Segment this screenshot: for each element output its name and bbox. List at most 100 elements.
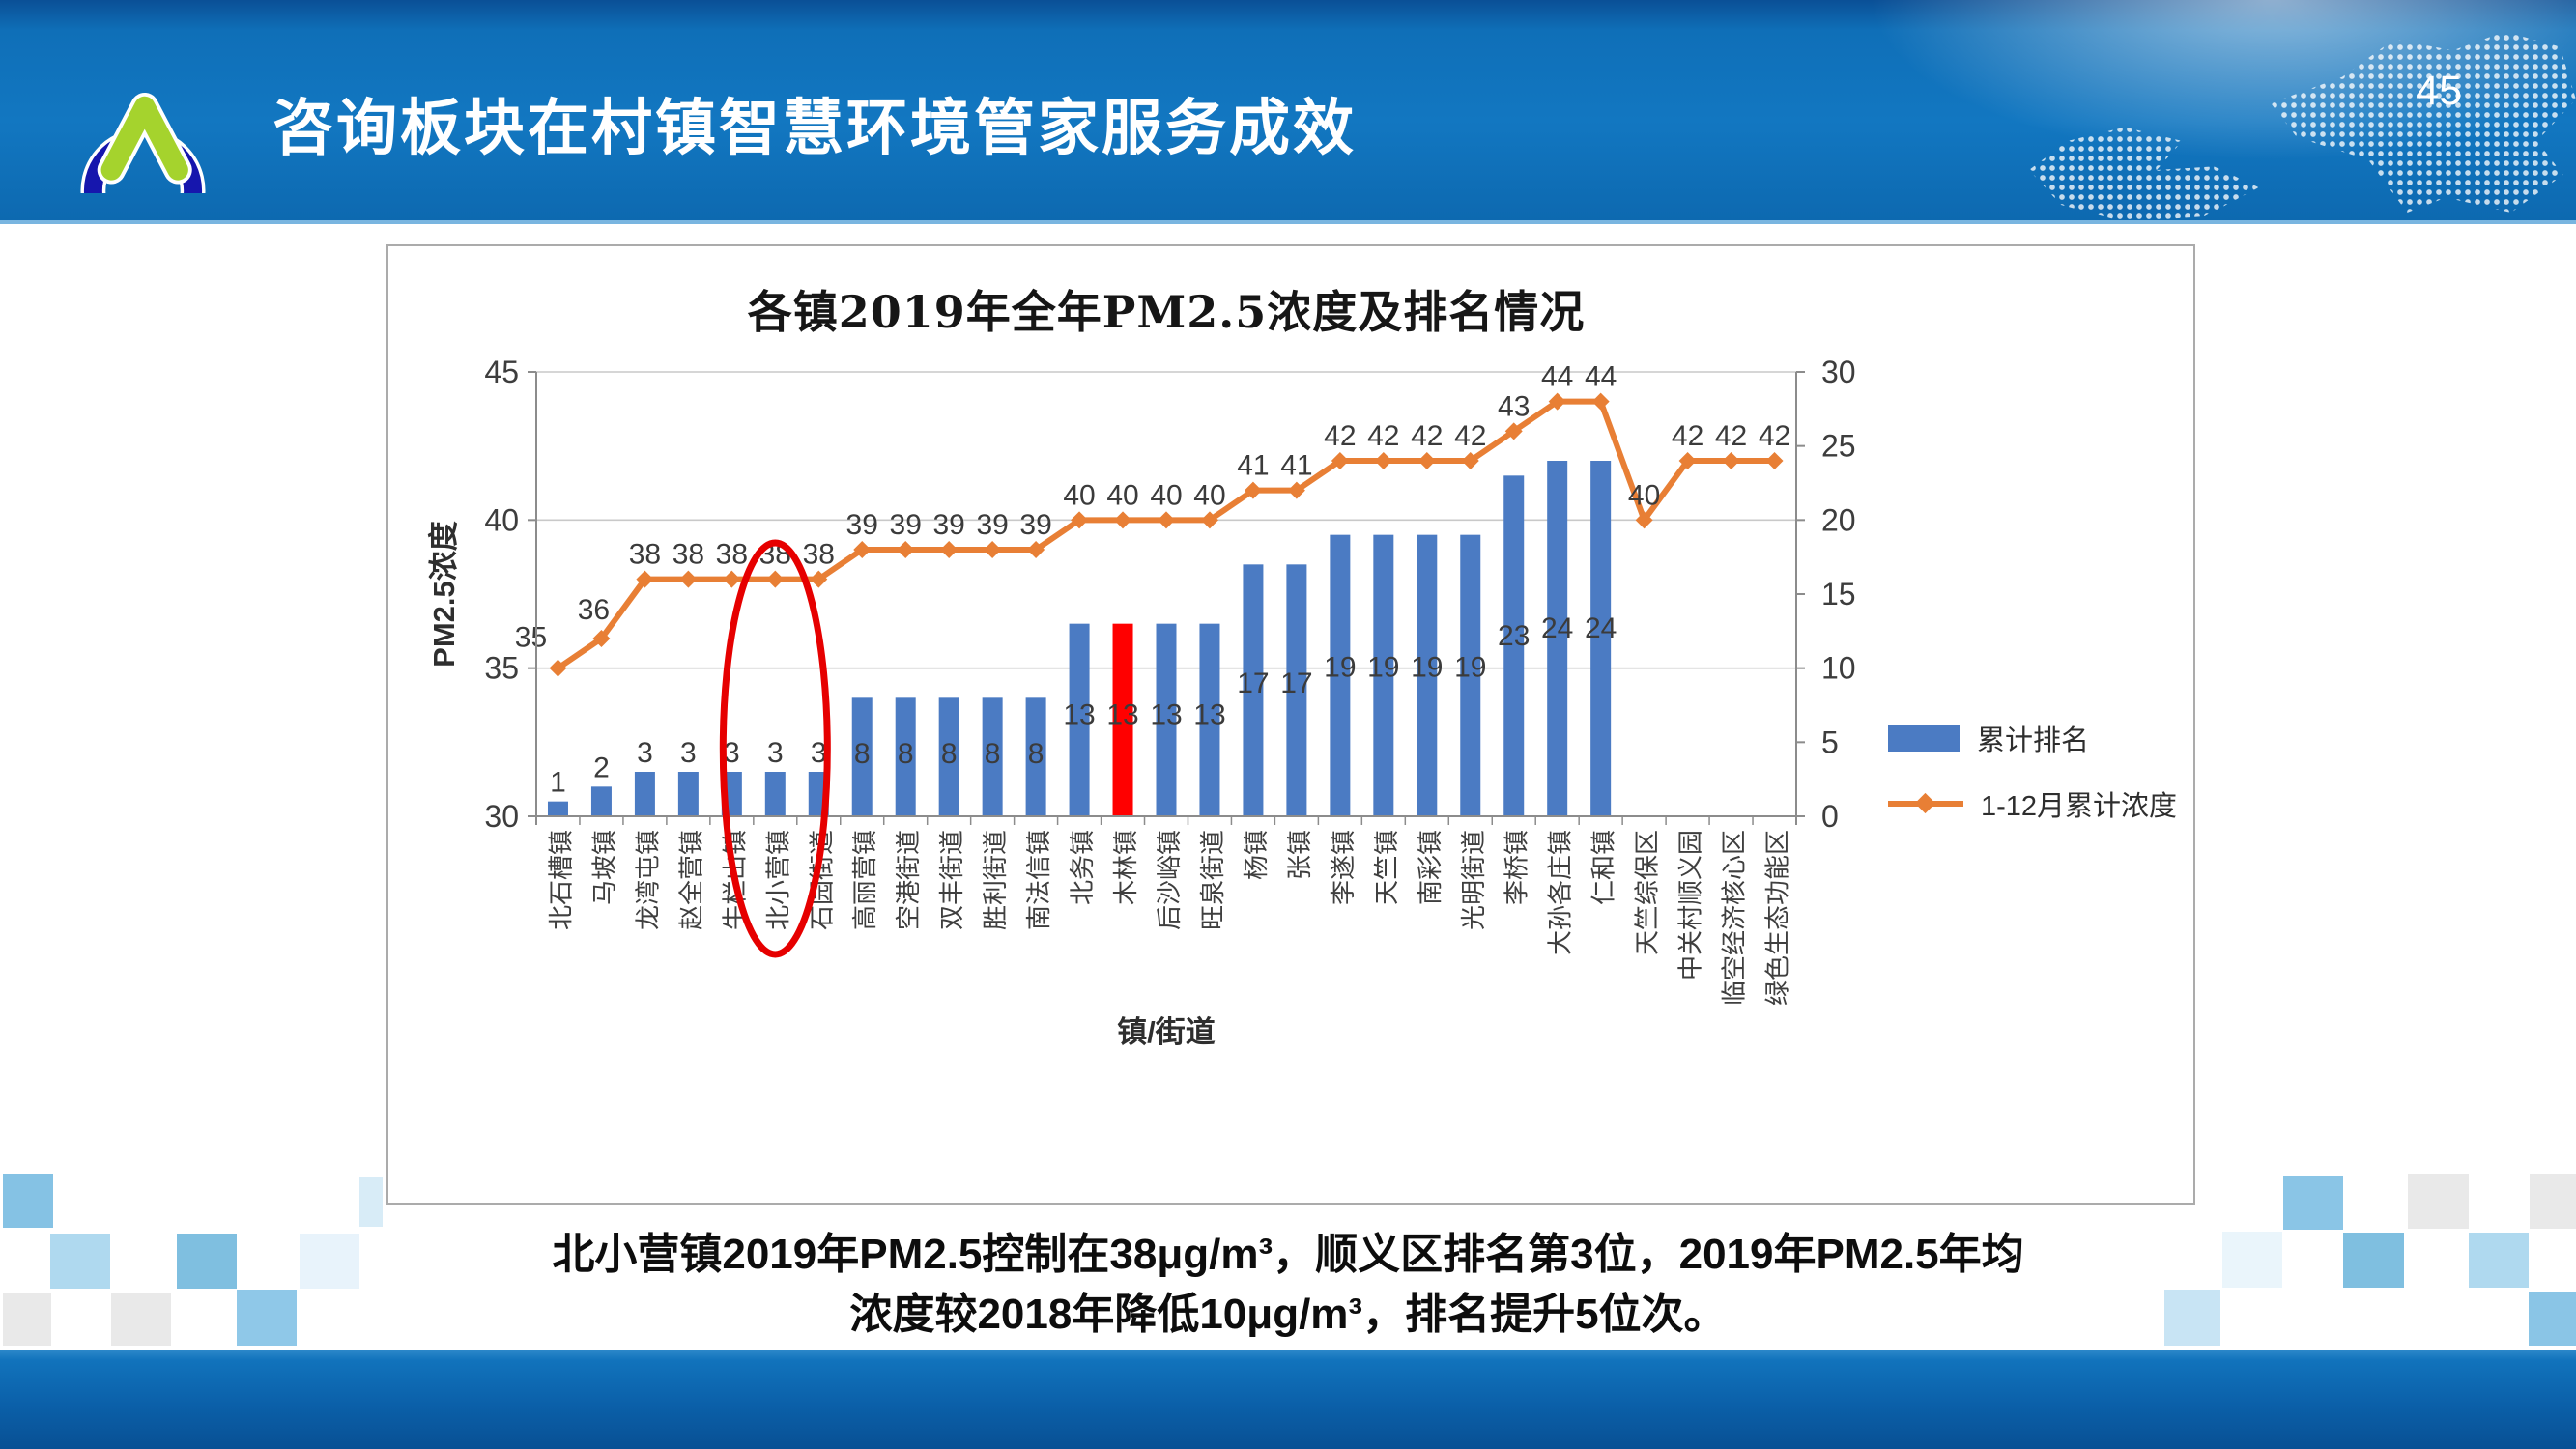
right-tick-label: 30	[1821, 355, 1856, 389]
line-label: 42	[1367, 420, 1399, 452]
bar-label: 3	[811, 737, 827, 769]
line-marker-icon	[549, 659, 567, 677]
decor-square	[2529, 1292, 2576, 1346]
line-label: 42	[1324, 420, 1356, 452]
left-tick-label: 35	[484, 651, 519, 686]
line-swatch-icon	[1888, 801, 1963, 807]
line-marker-icon	[897, 541, 915, 558]
line-label: 41	[1237, 450, 1269, 482]
page-number: 45	[2416, 68, 2462, 114]
header-band: 咨询板块在村镇智慧环境管家服务成效 45	[0, 0, 2576, 224]
category-label: 李遂镇	[1329, 830, 1358, 905]
category-label: 北务镇	[1068, 830, 1097, 905]
line-label: 40	[1063, 479, 1095, 511]
line-marker-icon	[1417, 452, 1436, 469]
bar	[1547, 461, 1568, 816]
bar	[1025, 697, 1046, 816]
line-marker-icon	[592, 630, 611, 647]
category-label: 双丰街道	[937, 830, 966, 930]
chart-title: 各镇2019年全年PM2.5浓度及排名情况	[747, 286, 1586, 338]
decor-square	[3, 1293, 51, 1346]
bar	[1156, 623, 1177, 816]
line-label: 44	[1541, 361, 1573, 393]
line-label: 36	[578, 594, 610, 626]
category-label: 杨镇	[1242, 830, 1271, 880]
category-label: 高丽营镇	[850, 830, 879, 930]
category-label: 北石槽镇	[546, 830, 575, 930]
right-tick-label: 0	[1821, 799, 1839, 834]
bar	[634, 772, 655, 816]
line-label: 44	[1585, 361, 1617, 393]
caption: 北小营镇2019年PM2.5控制在38μg/m³，顺义区排名第3位，2019年P…	[0, 1225, 2576, 1345]
bar	[590, 786, 612, 816]
line-label: 40	[1106, 479, 1138, 511]
caption-line-1: 北小营镇2019年PM2.5控制在38μg/m³，顺义区排名第3位，2019年P…	[552, 1231, 2024, 1278]
line-label: 38	[629, 539, 661, 571]
left-tick-label: 30	[484, 799, 519, 834]
line-label: 38	[673, 539, 704, 571]
bar-label: 19	[1411, 652, 1443, 684]
decor-square	[2530, 1174, 2576, 1229]
bar	[938, 697, 959, 816]
line-marker-icon	[766, 570, 785, 588]
decor-square	[2343, 1233, 2404, 1288]
decor-square	[2469, 1233, 2529, 1288]
bar	[1417, 534, 1438, 816]
category-label: 赵全营镇	[676, 830, 705, 930]
line-marker-icon	[853, 541, 872, 558]
bar-label: 24	[1541, 612, 1573, 644]
bar-label: 19	[1324, 652, 1356, 684]
bar	[1069, 623, 1090, 816]
line-label: 39	[890, 509, 922, 541]
left-tick-label: 40	[484, 502, 519, 537]
bar-label: 13	[1063, 698, 1095, 730]
right-tick-label: 20	[1821, 502, 1856, 537]
decor-square	[3, 1174, 53, 1228]
line-marker-icon	[940, 541, 959, 558]
decor-square	[300, 1234, 359, 1289]
line-marker-icon	[1027, 541, 1045, 558]
line-label: 40	[1150, 479, 1182, 511]
category-label: 李桥镇	[1503, 830, 1531, 905]
legend-entry-concentration: 1-12月累计浓度	[1888, 783, 2177, 824]
bar-label: 1	[550, 767, 566, 799]
category-label: 马坡镇	[589, 830, 618, 905]
decor-square	[2283, 1176, 2343, 1230]
bar-label: 8	[941, 738, 958, 770]
line-marker-icon	[1331, 452, 1349, 469]
line-marker-icon	[636, 570, 654, 588]
slide-title: 咨询板块在村镇智慧环境管家服务成效	[272, 95, 1357, 162]
line-label: 43	[1498, 390, 1530, 422]
line-marker-icon	[1114, 511, 1132, 529]
line-marker-icon	[1158, 511, 1175, 529]
line-label: 39	[846, 509, 878, 541]
category-label: 仁和镇	[1589, 830, 1618, 905]
bar	[982, 697, 1003, 816]
category-label: 南彩镇	[1416, 830, 1445, 905]
bar-label: 24	[1585, 612, 1617, 644]
line-marker-icon	[1591, 392, 1610, 411]
bar-label: 13	[1106, 698, 1138, 730]
line-label: 35	[515, 622, 547, 654]
bar	[1286, 564, 1307, 816]
bar-label: 17	[1237, 668, 1269, 699]
bar	[1590, 461, 1612, 816]
right-tick-label: 25	[1821, 429, 1856, 464]
line-marker-icon	[1548, 392, 1566, 411]
line-label: 39	[976, 509, 1008, 541]
bar-label: 3	[767, 737, 784, 769]
bar-label: 13	[1193, 698, 1225, 730]
category-label: 天竺综保区	[1633, 830, 1662, 955]
right-tick-label: 15	[1821, 577, 1856, 611]
bar	[677, 772, 699, 816]
bar-label: 2	[593, 752, 610, 783]
bar	[895, 697, 916, 816]
decor-square	[237, 1290, 297, 1346]
bar-label: 8	[985, 738, 1001, 770]
bar-label: 23	[1498, 620, 1530, 652]
bar	[1199, 623, 1220, 816]
category-label: 空港街道	[894, 830, 923, 930]
line-label: 38	[716, 539, 748, 571]
right-tick-label: 5	[1821, 724, 1839, 759]
